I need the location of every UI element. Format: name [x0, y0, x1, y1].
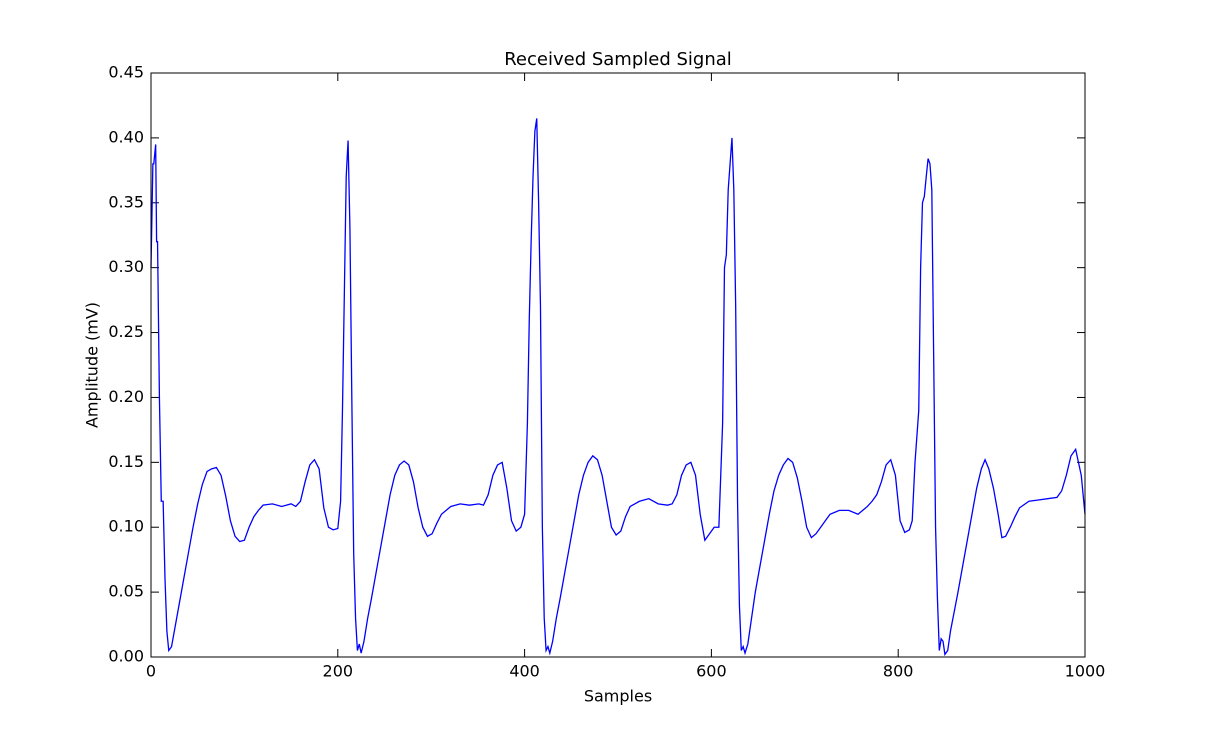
x-tick-label: 800	[883, 662, 914, 681]
y-tick-label: 0.00	[108, 647, 144, 666]
x-tick-label: 1000	[1065, 662, 1106, 681]
y-tick-label: 0.10	[108, 517, 144, 536]
y-tick-label: 0.35	[108, 192, 144, 211]
signal-line	[150, 118, 1086, 657]
chart-title: Received Sampled Signal	[504, 49, 732, 70]
y-tick-label: 0.30	[108, 257, 144, 276]
x-tick-label: 400	[509, 662, 540, 681]
y-tick-label: 0.40	[108, 127, 144, 146]
x-tick-label: 200	[323, 662, 354, 681]
y-tick-label: 0.45	[108, 63, 144, 82]
y-tick-label: 0.25	[108, 322, 144, 341]
x-axis-label: Samples	[584, 687, 652, 706]
plot-frame	[150, 72, 1086, 658]
x-tick-label: 0	[146, 662, 156, 681]
y-tick-label: 0.20	[108, 387, 144, 406]
y-tick-label: 0.15	[108, 452, 144, 471]
x-tick-label: 600	[696, 662, 727, 681]
y-tick-label: 0.05	[108, 582, 144, 601]
y-axis-label: Amplitude (mV)	[83, 302, 102, 428]
